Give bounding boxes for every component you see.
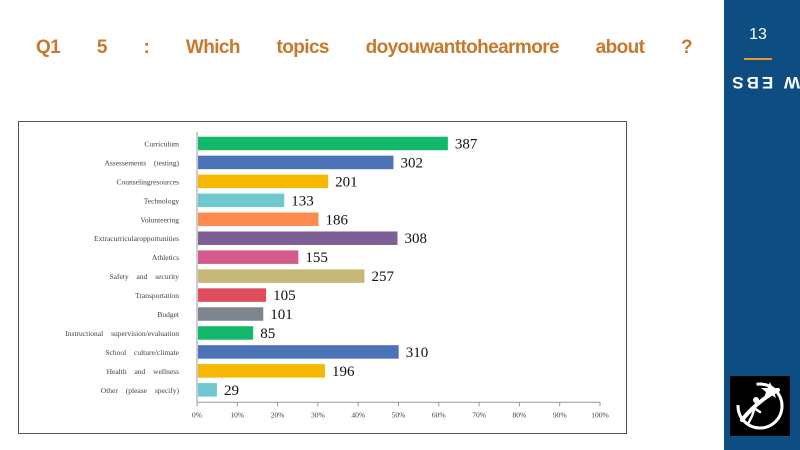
x-tick-label: 50%	[392, 410, 406, 419]
bar	[198, 212, 319, 227]
category-label: Curriculum	[144, 139, 179, 148]
bar	[198, 345, 399, 359]
chart-frame: Curriculum 387 Assessements (testing) 302 Co…	[18, 121, 627, 434]
bar	[198, 136, 448, 151]
x-tick-label: 60%	[432, 410, 446, 419]
x-tick-label: 90%	[553, 410, 567, 419]
data-label: 387	[455, 136, 478, 152]
category-label: Extracurricularopportunities	[94, 234, 179, 243]
data-label: 196	[332, 364, 355, 380]
star-swoosh-logo-icon	[730, 376, 790, 436]
brand-text: W EBS	[729, 73, 800, 92]
category-label: Athletics	[152, 253, 179, 262]
bar	[198, 250, 299, 264]
category-label: Budget	[157, 310, 180, 319]
bar	[198, 288, 267, 302]
data-label: 29	[224, 383, 239, 399]
bar	[198, 155, 394, 170]
bar	[198, 231, 398, 245]
data-label: 85	[260, 326, 275, 342]
data-label: 201	[335, 174, 358, 190]
bar	[198, 193, 285, 208]
data-label: 101	[270, 307, 293, 323]
data-label: 257	[371, 269, 394, 285]
category-label: Instructional supervision/evaluation	[65, 329, 179, 338]
bar	[198, 364, 325, 378]
data-label: 105	[273, 288, 296, 304]
x-tick-label: 100%	[591, 410, 609, 419]
category-label: Volunteering	[140, 215, 179, 224]
slide-number: 13	[749, 26, 767, 43]
data-label: 133	[291, 193, 314, 209]
bar	[198, 383, 217, 397]
data-label: 155	[305, 250, 328, 266]
category-label: Assessements (testing)	[104, 158, 179, 167]
data-label: 186	[325, 212, 348, 228]
category-label: Counselingresources	[117, 177, 180, 186]
category-label: School culture/climate	[105, 348, 179, 357]
bar-chart: Curriculum 387 Assessements (testing) 302 Co…	[65, 132, 609, 419]
bar	[198, 326, 254, 340]
data-label: 302	[400, 155, 423, 171]
bar	[198, 307, 264, 321]
x-tick-label: 10%	[230, 410, 244, 419]
bar	[198, 174, 329, 189]
bar	[198, 269, 365, 283]
slide-title: Q1 5 : Which topics doyouwanttohearmore …	[36, 37, 693, 58]
x-tick-label: 20%	[271, 410, 285, 419]
category-label: Other (please specify)	[101, 386, 180, 395]
x-tick-label: 80%	[513, 410, 527, 419]
category-label: Transportation	[135, 291, 179, 300]
x-tick-label: 70%	[472, 410, 486, 419]
x-tick-label: 30%	[311, 410, 325, 419]
category-label: Technology	[144, 196, 180, 205]
data-label: 310	[406, 345, 429, 361]
x-tick-label: 40%	[351, 410, 365, 419]
category-label: Safety and security	[110, 272, 180, 281]
side-panel: 13 W EBS	[724, 0, 800, 450]
side-divider	[744, 58, 772, 60]
x-tick-label: 0%	[192, 410, 202, 419]
category-label: Health and wellness	[107, 367, 179, 376]
data-label: 308	[404, 231, 427, 247]
